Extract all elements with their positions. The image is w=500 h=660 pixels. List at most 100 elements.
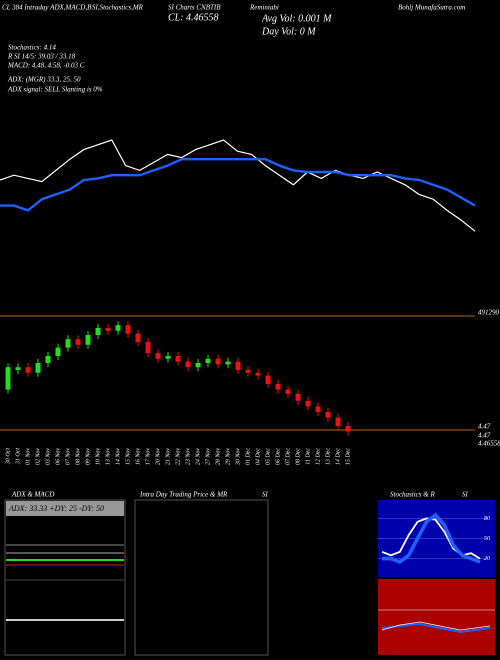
- x-tick-label: 22 Nov: [175, 448, 181, 466]
- series-line: [382, 512, 481, 565]
- candle: [205, 358, 211, 363]
- candle: [175, 356, 181, 362]
- panel-title: Stochastics & R: [390, 491, 435, 499]
- indicator: Stochastics: 4.14: [8, 44, 56, 52]
- candle: [45, 356, 51, 363]
- x-tick-label: 31 Oct: [15, 448, 21, 465]
- mr-panel: [378, 579, 495, 655]
- x-tick-label: 06 Nov: [55, 448, 61, 466]
- header-text: Bohlj MunafaSutra.com: [398, 4, 465, 12]
- candle: [55, 347, 61, 356]
- x-tick-label: 01 Nov: [25, 448, 31, 466]
- indicator: MACD: 4.48, 4.58, -0.03 C: [7, 62, 85, 70]
- x-tick-label: 17 Nov: [145, 448, 151, 466]
- candle: [185, 361, 191, 368]
- x-tick-label: 28 Nov: [215, 448, 221, 466]
- panel-title: Intra Day Trading Price & MR: [139, 491, 228, 499]
- close-price: CL: 4.46558: [168, 12, 219, 23]
- candle: [115, 325, 121, 331]
- x-tick-label: 08 Nov: [75, 448, 81, 466]
- x-tick-label: 09 Nov: [85, 448, 91, 466]
- x-tick-label: 24 Nov: [194, 448, 201, 466]
- indicator: R SI 14/5: 39.03 / 33.18: [7, 53, 76, 61]
- candle: [315, 406, 321, 412]
- candle: [5, 367, 11, 390]
- x-tick-label: 13 Dec: [325, 448, 331, 465]
- candle: [15, 367, 21, 370]
- candle: [275, 384, 281, 390]
- x-tick-label: 16 Nov: [135, 448, 141, 466]
- candle: [75, 339, 81, 345]
- candle: [105, 328, 111, 331]
- candle: [235, 361, 241, 370]
- x-tick-label: 04 Dec: [254, 448, 261, 465]
- x-tick-label: 15 Nov: [125, 448, 131, 466]
- candle: [215, 358, 221, 365]
- panel-title: SI: [462, 491, 469, 499]
- x-tick-label: 12 Dec: [315, 448, 321, 465]
- x-tick-label: 05 Dec: [265, 448, 271, 465]
- candle: [195, 363, 201, 368]
- candle: [25, 367, 31, 373]
- x-tick-label: 21 Nov: [165, 448, 171, 466]
- series-line: [0, 158, 476, 212]
- x-tick-label: 13 Nov: [105, 448, 111, 466]
- x-tick-label: 11 Dec: [305, 448, 311, 465]
- x-tick-label: 01 Dec: [245, 448, 251, 465]
- avg-vol: Avg Vol: 0.001 M: [261, 13, 332, 24]
- x-tick-label: 23 Nov: [185, 448, 191, 466]
- candle: [265, 375, 271, 384]
- x-tick-label: 07 Nov: [65, 448, 71, 466]
- header-text: Reminiabi: [249, 4, 279, 12]
- candle: [165, 356, 171, 359]
- adx-text: ADX: 33.33 +DY: 25 -DY: 50: [8, 504, 104, 513]
- y-tick-label: 20: [484, 556, 490, 562]
- y-tick-label: 50: [484, 536, 490, 542]
- candle: [305, 400, 311, 407]
- candle: [335, 417, 341, 426]
- x-tick-label: 02 Nov: [35, 448, 41, 466]
- axis-label: 4.46558: [478, 440, 500, 448]
- candle: [325, 412, 331, 418]
- x-tick-label: 10 Nov: [95, 448, 101, 466]
- candle: [95, 328, 101, 335]
- x-tick-label: 14 Dec: [334, 448, 341, 465]
- header-text: SI Charts CNBTIB: [168, 4, 221, 12]
- x-tick-label: 30 Oct: [5, 448, 11, 465]
- candle: [255, 372, 261, 376]
- indicator: ADX signal: SELL Slanting is 0%: [7, 86, 103, 94]
- header-text: CL 384 Intraday ADX,MACD,B: [2, 4, 92, 12]
- mid-panel: [134, 499, 269, 656]
- x-tick-label: 29 Nov: [225, 448, 231, 466]
- candle: [65, 339, 71, 348]
- adx-label-box: [6, 501, 124, 516]
- axis-label: 4.47: [478, 423, 491, 431]
- y-tick-label: 80: [484, 516, 490, 522]
- candle: [85, 335, 91, 345]
- adx-panel: [4, 499, 126, 656]
- x-tick-label: 27 Nov: [205, 448, 211, 466]
- series-line: [0, 139, 476, 232]
- candle: [345, 426, 351, 432]
- candle: [295, 393, 301, 401]
- x-tick-label: 08 Dec: [295, 448, 301, 465]
- candle: [135, 333, 141, 342]
- x-tick-label: 03 Nov: [45, 448, 51, 466]
- x-tick-label: 07 Dec: [285, 448, 291, 465]
- x-tick-label: 15 Dec: [345, 448, 351, 465]
- x-tick-label: 30 Nov: [235, 448, 241, 467]
- x-tick-label: 20 Nov: [155, 448, 161, 466]
- candle: [285, 389, 291, 394]
- x-tick-label: 06 Dec: [275, 448, 281, 465]
- mr-line: [381, 621, 491, 631]
- panel-title: ADX & MACD: [11, 491, 54, 499]
- indicator: ADX: (MGR) 33.3, 25, 50: [7, 76, 81, 84]
- candle: [125, 325, 131, 334]
- panel-title: SI: [262, 491, 269, 499]
- header-text: SI,Stochastics,MR: [92, 4, 144, 12]
- mr-line: [381, 622, 491, 634]
- axis-label: 491290: [478, 309, 500, 317]
- candle: [145, 342, 151, 354]
- x-tick-label: 14 Nov: [114, 448, 121, 466]
